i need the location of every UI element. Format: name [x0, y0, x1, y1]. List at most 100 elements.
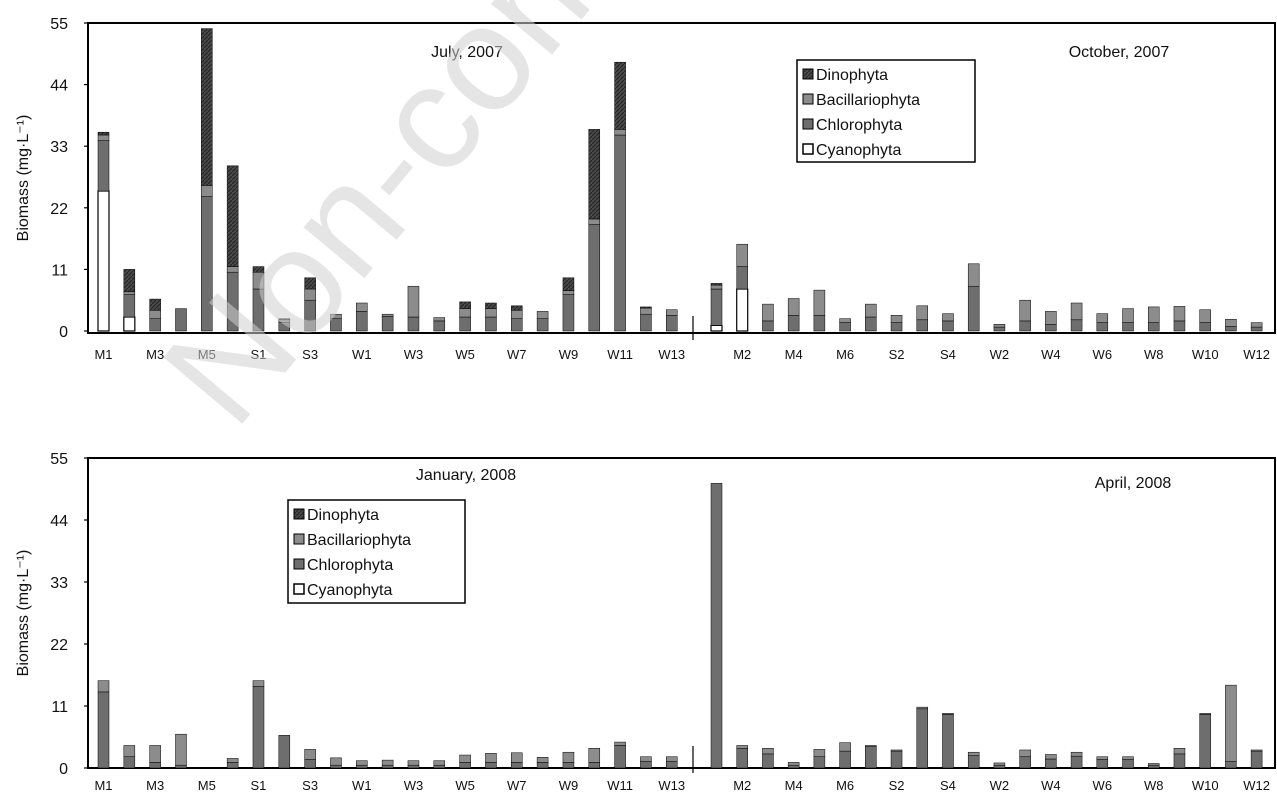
x-tick-label: W11 — [607, 347, 633, 362]
bar-bacillariophyta-w4 — [433, 317, 446, 322]
bar-chlorophyta-w5 — [1070, 755, 1083, 769]
bar-chlorophyta-w3 — [1019, 320, 1031, 332]
x-tick-label: S3 — [302, 347, 318, 362]
bar-bacillariophyta-w9 — [1173, 748, 1186, 755]
bar-chlorophyta-w11 — [1225, 326, 1237, 332]
x-tick-label: M4 — [785, 778, 803, 793]
x-tick-label: W13 — [658, 347, 685, 362]
bar-bacillariophyta-w13 — [666, 756, 678, 762]
bar-chlorophyta-m3 — [762, 320, 774, 332]
x-tick-label: W4 — [1041, 778, 1061, 793]
bar-bacillariophyta-s3 — [916, 706, 929, 710]
bar-chlorophyta-w10 — [588, 762, 601, 769]
y-tick-label: 33 — [50, 139, 68, 156]
y-tick-label: 0 — [59, 761, 68, 778]
bar-chlorophyta-m3 — [149, 762, 161, 769]
legend-label-bacillariophyta: Bacillariophyta — [816, 92, 920, 109]
bar-chlorophyta-w13 — [666, 315, 678, 332]
bar-chlorophyta-s3 — [304, 759, 316, 769]
bar-chlorophyta-w12 — [640, 313, 652, 332]
legend-label-cyanophyta: Cyanophyta — [816, 142, 901, 159]
bar-bacillariophyta-w5 — [459, 308, 471, 318]
bar-bacillariophyta-w11 — [614, 741, 626, 746]
bar-chlorophyta-w12 — [1250, 750, 1263, 769]
legend-swatch-chlorophyta — [293, 558, 305, 570]
bar-bacillariophyta-m2 — [123, 745, 136, 757]
bar-bacillariophyta-w12 — [1250, 749, 1263, 752]
legend: Dinophyta Bacillariophyta Chlorophyta Cy… — [287, 499, 466, 604]
bar-bacillariophyta-w7 — [511, 310, 523, 319]
bar-chlorophyta-w8 — [1147, 764, 1160, 769]
legend-label-chlorophyta: Chlorophyta — [816, 117, 902, 134]
bar-chlorophyta-w1 — [967, 285, 980, 332]
y-tick-label: 11 — [51, 699, 68, 716]
bar-chlorophyta-w3 — [1019, 756, 1031, 769]
y-tick-label: 55 — [50, 451, 68, 468]
bar-bacillariophyta-w9 — [562, 751, 575, 763]
bar-bacillariophyta-w4 — [1045, 311, 1057, 325]
bar-bacillariophyta-w9 — [562, 290, 575, 295]
bar-bacillariophyta-w4 — [433, 760, 446, 766]
x-tick-label: W2 — [990, 778, 1010, 793]
bar-chlorophyta-w9 — [1173, 753, 1186, 769]
bar-chlorophyta-s4 — [942, 714, 954, 769]
bar-chlorophyta-w7 — [511, 318, 523, 332]
bar-bacillariophyta-s4 — [330, 757, 342, 766]
bar-chlorophyta-m5 — [813, 315, 826, 332]
bar-bacillariophyta-w11 — [614, 129, 626, 136]
legend-label-bacillariophyta: Bacillariophyta — [307, 532, 411, 549]
bar-bacillariophyta-m4 — [175, 733, 187, 766]
y-tick-label: 55 — [50, 16, 68, 33]
bar-bacillariophyta-m3 — [762, 303, 774, 322]
bar-chlorophyta-w8 — [1147, 322, 1160, 332]
bar-dinophyta-w11 — [614, 61, 626, 130]
bar-bacillariophyta-w2 — [381, 759, 394, 766]
legend-swatch-cyanophyta — [293, 583, 305, 595]
legend-swatch-bacillariophyta — [802, 93, 814, 105]
bar-bacillariophyta-w1 — [356, 760, 368, 766]
bar-chlorophyta-w9 — [562, 762, 575, 769]
bar-chlorophyta-s2 — [278, 735, 291, 769]
bar-dinophyta-m1 — [710, 283, 723, 286]
bar-chlorophyta-s4 — [942, 320, 954, 332]
y-tick-label: 33 — [50, 575, 68, 592]
x-tick-label: M2 — [733, 778, 751, 793]
bar-chlorophyta-s3 — [916, 319, 929, 332]
x-tick-label: W9 — [559, 778, 579, 793]
bar-bacillariophyta-w7 — [511, 752, 523, 763]
legend-label-dinophyta: Dinophyta — [816, 67, 888, 84]
bar-chlorophyta-m6 — [226, 762, 239, 769]
bar-dinophyta-s2 — [278, 318, 291, 321]
bar-bacillariophyta-m5 — [201, 185, 213, 197]
bar-chlorophyta-m6 — [839, 322, 851, 332]
x-tick-label: W3 — [404, 778, 424, 793]
bar-dinophyta-m3 — [149, 298, 161, 311]
panel-title-left: July, 2007 — [431, 44, 503, 61]
bar-bacillariophyta-w6 — [485, 753, 497, 763]
x-tick-label: S2 — [889, 347, 905, 362]
y-tick-label: 44 — [50, 513, 68, 530]
bar-cyanophyta-m2 — [736, 288, 749, 332]
bar-chlorophyta-m3 — [762, 753, 774, 769]
y-axis-label: Biomass (mg·L⁻¹) — [15, 115, 32, 242]
bar-chlorophyta-w9 — [562, 294, 575, 332]
x-tick-label: M3 — [146, 778, 164, 793]
bar-bacillariophyta-s1 — [252, 680, 265, 687]
bar-bacillariophyta-w8 — [536, 757, 549, 763]
bar-cyanophyta-m2 — [123, 316, 136, 332]
bar-bacillariophyta-w7 — [1122, 308, 1134, 323]
y-tick-label: 22 — [50, 201, 68, 218]
bar-chlorophyta-w4 — [1045, 324, 1057, 332]
x-tick-label: W8 — [1144, 778, 1164, 793]
bar-bacillariophyta-s3 — [916, 305, 929, 321]
bar-chlorophyta-w11 — [1225, 760, 1237, 769]
bar-chlorophyta-m5 — [813, 756, 826, 769]
bar-bacillariophyta-w5 — [459, 754, 471, 763]
bar-chlorophyta-m6 — [839, 750, 851, 769]
bar-dinophyta-w6 — [485, 302, 497, 309]
bar-bacillariophyta-w4 — [1045, 754, 1057, 760]
bar-bacillariophyta-m5 — [813, 749, 826, 757]
bar-bacillariophyta-w2 — [381, 313, 394, 317]
bar-bacillariophyta-w1 — [967, 751, 980, 756]
